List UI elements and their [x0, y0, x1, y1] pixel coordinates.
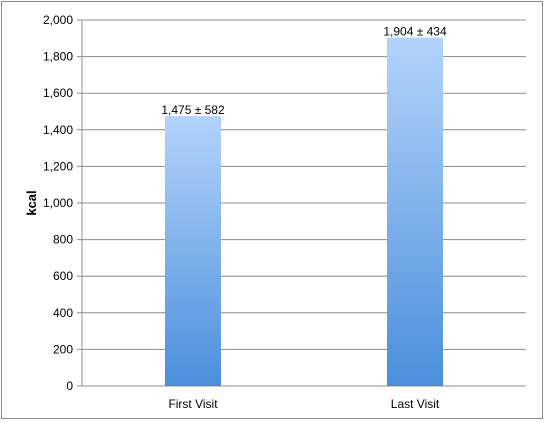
x-tick-label: First Visit	[168, 397, 218, 411]
data-label: 1,904 ± 434	[383, 25, 447, 39]
y-tick-label: 0	[66, 379, 73, 393]
data-labels: 1,475 ± 582 1,904 ± 434	[161, 25, 447, 118]
y-tick-label: 1,800	[43, 50, 73, 64]
y-tick-labels: 0 200 400 600 800 1,000 1,200 1,400 1,600 1,800 2,…	[43, 13, 73, 393]
y-tick-label: 1,000	[43, 196, 73, 210]
y-tick-label: 1,400	[43, 123, 73, 137]
y-tick-label: 2,000	[43, 13, 73, 27]
x-tick-label: Last Visit	[391, 397, 440, 411]
bar	[165, 116, 221, 386]
x-tick-labels: First Visit Last Visit	[168, 397, 439, 411]
data-label: 1,475 ± 582	[161, 103, 225, 117]
y-tick-label: 1,600	[43, 86, 73, 100]
y-tick-label: 400	[53, 306, 73, 320]
gridlines	[77, 19, 526, 387]
y-tick-label: 1,200	[43, 159, 73, 173]
y-axis-title: kcal	[24, 190, 39, 215]
y-tick-label: 800	[53, 233, 73, 247]
y-tick-label: 200	[53, 342, 73, 356]
bar	[387, 37, 443, 387]
y-tick-label: 600	[53, 269, 73, 283]
bars	[165, 37, 443, 387]
